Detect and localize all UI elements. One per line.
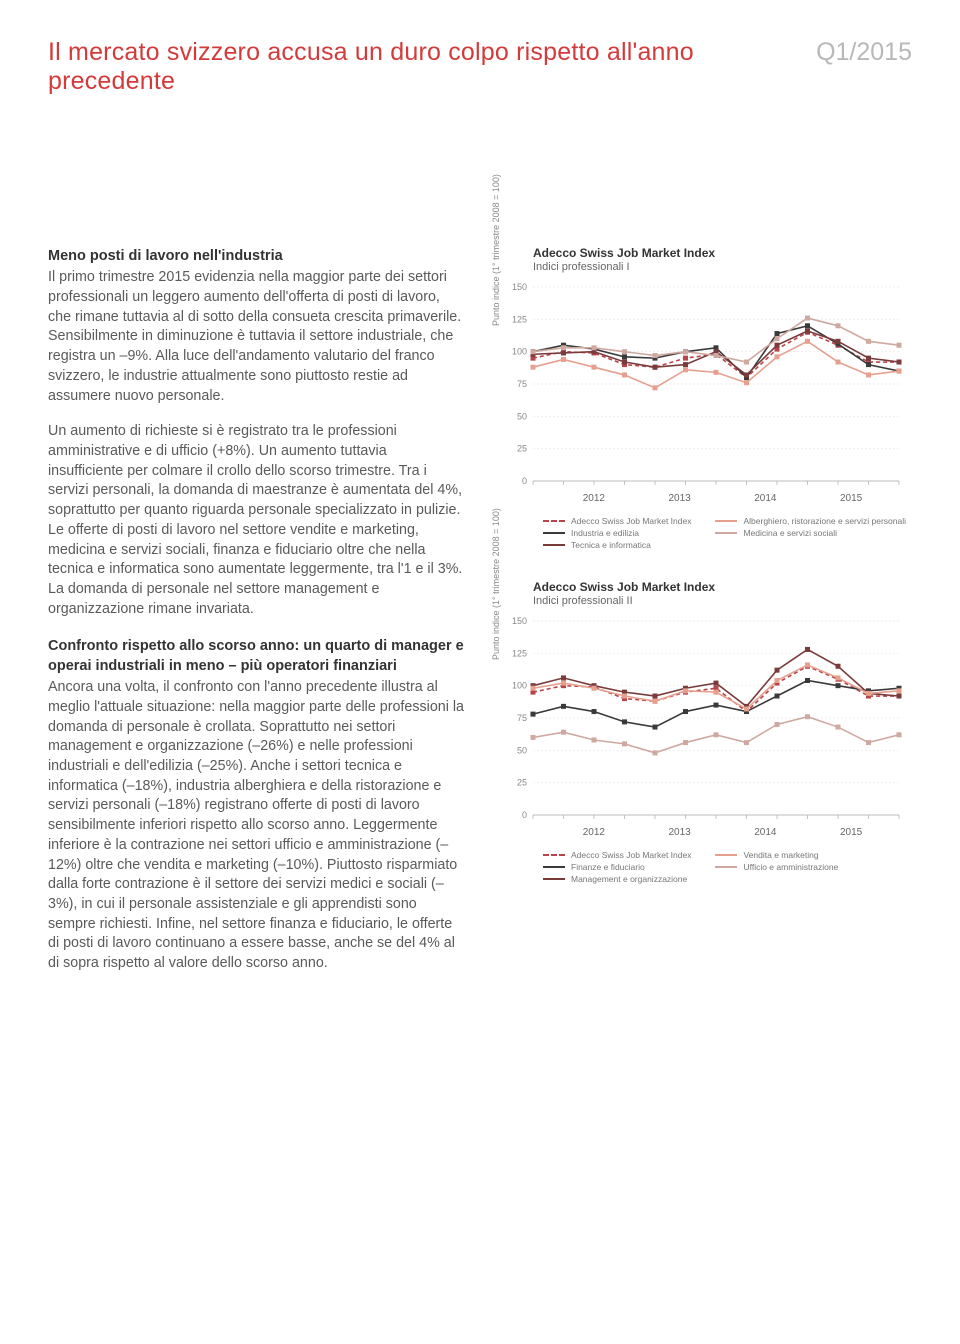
page-title: Il mercato svizzero accusa un duro colpo… [48, 38, 816, 96]
legend-label: Medicina e servizi sociali [743, 528, 837, 538]
svg-text:50: 50 [517, 411, 527, 421]
legend-item: Vendita e marketing [715, 850, 838, 860]
svg-text:100: 100 [512, 347, 527, 357]
svg-text:0: 0 [522, 810, 527, 820]
section-heading-1: Meno posti di lavoro nell'industria [48, 246, 465, 266]
legend-item: Adecco Swiss Job Market Index [543, 850, 691, 860]
legend-item: Ufficio e amministrazione [715, 862, 838, 872]
chart-1-ylabel: Punto indice (1° trimestre 2008 = 100) [491, 174, 501, 326]
x-tick-label: 2012 [583, 827, 605, 838]
chart-2-area: Punto indice (1° trimestre 2008 = 100) 0… [495, 615, 905, 825]
chart-1-area: Punto indice (1° trimestre 2008 = 100) 0… [495, 281, 905, 491]
legend-item: Adecco Swiss Job Market Index [543, 516, 691, 526]
chart-2-svg: 0 25 50 75 100 125 150 [495, 615, 905, 825]
legend-label: Management e organizzazione [571, 874, 687, 884]
legend-label: Finanze e fiduciario [571, 862, 645, 872]
chart-1-xlabels: 2012 2013 2014 2015 [533, 493, 912, 504]
legend-label: Tecnica e informatica [571, 540, 651, 550]
chart-2-ylabel: Punto indice (1° trimestre 2008 = 100) [491, 508, 501, 660]
x-tick-label: 2015 [840, 493, 862, 504]
paragraph-2: Un aumento di richieste si è registrato … [48, 422, 465, 619]
chart-1-subtitle: Indici professionali I [533, 261, 912, 273]
content-area: Meno posti di lavoro nell'industria Il p… [48, 246, 912, 990]
chart-2-xlabels: 2012 2013 2014 2015 [533, 827, 912, 838]
chart-1-legend: Adecco Swiss Job Market Index Industria e… [543, 516, 912, 550]
svg-text:125: 125 [512, 648, 527, 658]
page-period: Q1/2015 [816, 38, 912, 67]
svg-text:75: 75 [517, 379, 527, 389]
legend-item: Finanze e fiduciario [543, 862, 691, 872]
legend-label: Ufficio e amministrazione [743, 862, 838, 872]
svg-text:75: 75 [517, 713, 527, 723]
legend-label: Industria e edilizia [571, 528, 639, 538]
paragraph-1: Il primo trimestre 2015 evidenzia nella … [48, 268, 465, 406]
legend-item: Medicina e servizi sociali [715, 528, 906, 538]
legend-item: Management e organizzazione [543, 874, 691, 884]
x-tick-label: 2014 [754, 827, 776, 838]
legend-item: Alberghiero, ristorazione e servizi pers… [715, 516, 906, 526]
chart-2-subtitle: Indici professionali II [533, 595, 912, 607]
x-tick-label: 2015 [840, 827, 862, 838]
text-column: Meno posti di lavoro nell'industria Il p… [48, 246, 465, 990]
svg-text:25: 25 [517, 778, 527, 788]
svg-text:150: 150 [512, 616, 527, 626]
chart-2: Adecco Swiss Job Market Index Indici pro… [495, 580, 912, 884]
svg-text:50: 50 [517, 745, 527, 755]
svg-text:125: 125 [512, 314, 527, 324]
chart-1-title: Adecco Swiss Job Market Index [533, 246, 912, 260]
svg-text:150: 150 [512, 282, 527, 292]
svg-text:25: 25 [517, 444, 527, 454]
page-header: Il mercato svizzero accusa un duro colpo… [48, 38, 912, 96]
section-heading-2: Confronto rispetto allo scorso anno: un … [48, 636, 465, 677]
charts-column: Adecco Swiss Job Market Index Indici pro… [495, 246, 912, 990]
x-tick-label: 2012 [583, 493, 605, 504]
x-tick-label: 2013 [669, 827, 691, 838]
chart-2-legend: Adecco Swiss Job Market Index Finanze e f… [543, 850, 912, 884]
chart-1-svg: 0 25 50 75 100 125 150 [495, 281, 905, 491]
legend-label: Alberghiero, ristorazione e servizi pers… [743, 516, 906, 526]
legend-item: Industria e edilizia [543, 528, 691, 538]
chart-1: Adecco Swiss Job Market Index Indici pro… [495, 246, 912, 550]
legend-label: Adecco Swiss Job Market Index [571, 850, 691, 860]
svg-text:100: 100 [512, 681, 527, 691]
legend-item: Tecnica e informatica [543, 540, 691, 550]
legend-label: Vendita e marketing [743, 850, 818, 860]
x-tick-label: 2013 [669, 493, 691, 504]
x-tick-label: 2014 [754, 493, 776, 504]
legend-label: Adecco Swiss Job Market Index [571, 516, 691, 526]
paragraph-3: Ancora una volta, il confronto con l'ann… [48, 678, 465, 974]
svg-text:0: 0 [522, 476, 527, 486]
chart-2-title: Adecco Swiss Job Market Index [533, 580, 912, 594]
